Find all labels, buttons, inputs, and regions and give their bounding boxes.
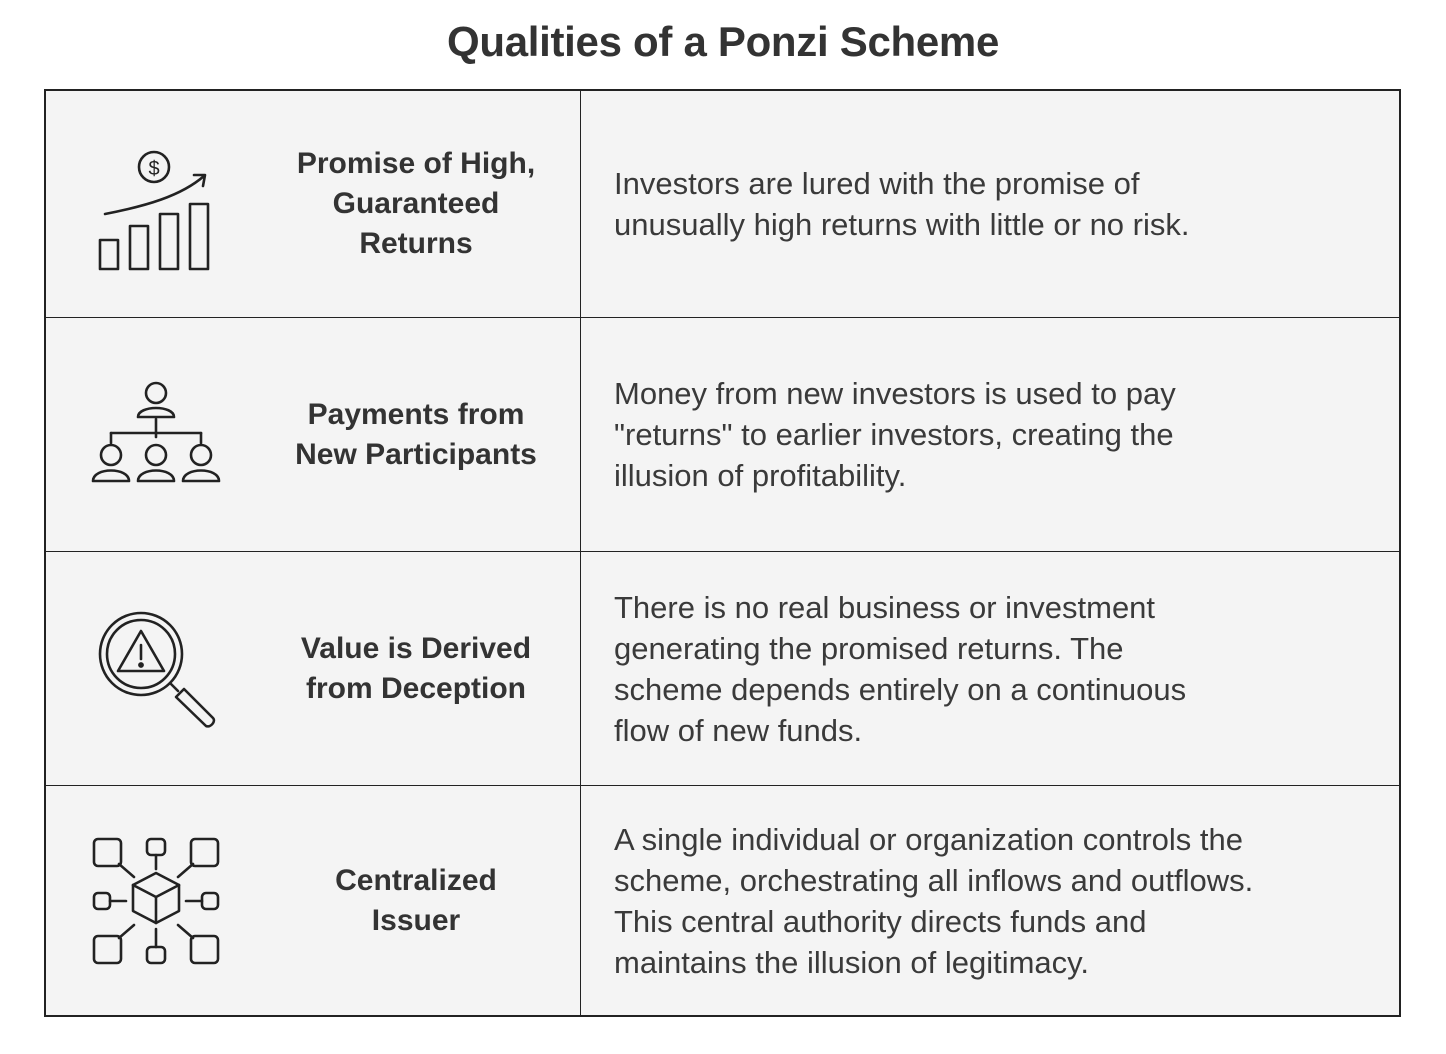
growth-chart-dollar-icon: $ xyxy=(86,134,226,274)
quality-description: A single individual or organization cont… xyxy=(614,821,1254,980)
quality-cell: $ Promise of High, Guaranteed Returns xyxy=(46,91,581,317)
quality-label: Value is Derived from Deception xyxy=(300,631,532,705)
quality-description: Investors are lured with the promise of … xyxy=(614,166,1190,242)
table-row: $ Promise of High, Guaranteed Returns In… xyxy=(46,91,1399,318)
svg-text:$: $ xyxy=(148,158,159,180)
page-title: Qualities of a Ponzi Scheme xyxy=(446,18,1000,65)
table-row: Centralized Issuer A single individual o… xyxy=(46,786,1399,1015)
quality-description: Money from new investors is used to pay … xyxy=(614,376,1176,493)
description-cell: Investors are lured with the promise of … xyxy=(581,91,1399,317)
quality-label: Centralized Issuer xyxy=(335,863,497,937)
description-cell: There is no real business or investment … xyxy=(581,552,1399,785)
table-row: Payments from New Participants Money fro… xyxy=(46,318,1399,552)
table-row: Value is Derived from Deception There is… xyxy=(46,552,1399,786)
description-cell: Money from new investors is used to pay … xyxy=(581,318,1399,551)
description-cell: A single individual or organization cont… xyxy=(581,786,1399,1015)
quality-description: There is no real business or investment … xyxy=(614,589,1187,748)
magnifier-warning-icon xyxy=(86,599,226,739)
central-cube-network-icon xyxy=(86,831,226,971)
quality-label: Promise of High, Guaranteed Returns xyxy=(296,147,536,260)
hierarchy-people-icon xyxy=(86,365,226,505)
quality-cell: Centralized Issuer xyxy=(46,786,581,1015)
quality-cell: Value is Derived from Deception xyxy=(46,552,581,785)
quality-cell: Payments from New Participants xyxy=(46,318,581,551)
quality-label: Payments from New Participants xyxy=(295,397,537,471)
qualities-table: $ Promise of High, Guaranteed Returns In… xyxy=(44,89,1401,1017)
